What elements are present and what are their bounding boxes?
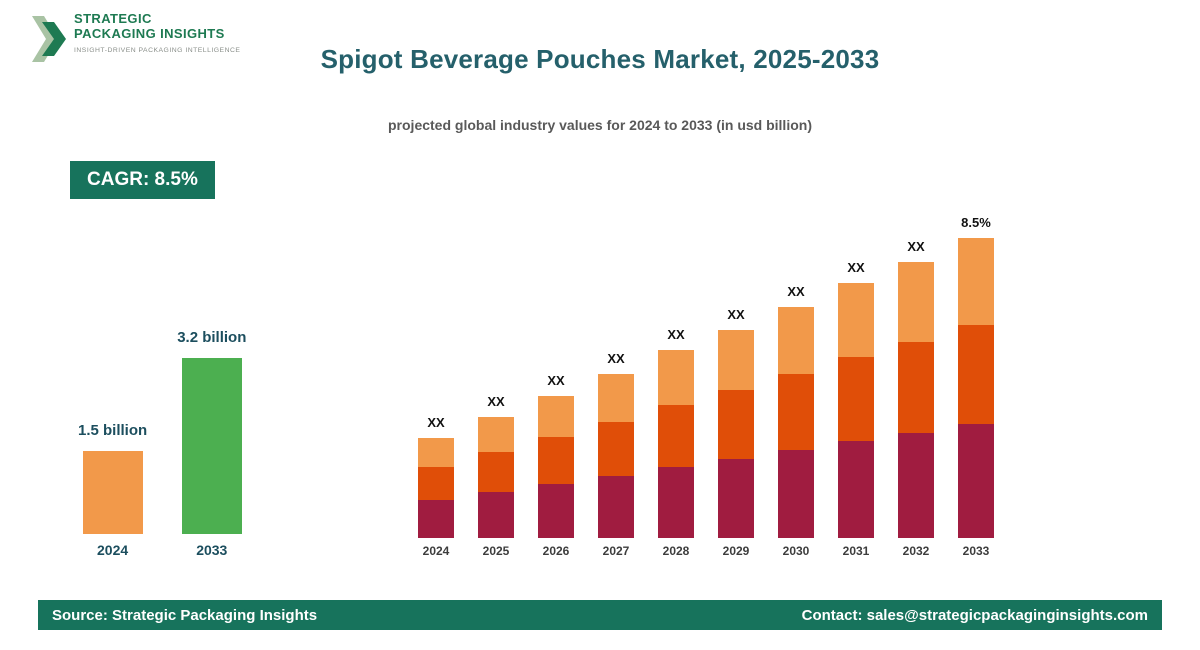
bar-segment-bottom (598, 476, 634, 538)
bar-year-label: 2025 (482, 544, 510, 558)
bar-segment-top (418, 438, 454, 467)
bar-value-label: XX (787, 284, 805, 299)
summary-bar-2024 (82, 451, 143, 534)
bar-value-label: XX (727, 307, 745, 322)
bar-year-label: 2032 (902, 544, 930, 558)
bar-segment-top (838, 283, 874, 357)
summary-value-label: 3.2 billion (177, 329, 247, 346)
bar-stack-2029 (718, 330, 754, 538)
footer-bar: Source: Strategic Packaging Insights Con… (38, 600, 1162, 630)
summary-year-label: 2033 (196, 542, 228, 558)
bar-segment-top (718, 330, 754, 390)
bar-segment-bottom (778, 450, 814, 538)
bar-value-label: XX (907, 239, 925, 254)
bar-segment-middle (718, 390, 754, 459)
bar-year-label: 2028 (662, 544, 690, 558)
bar-segment-middle (418, 467, 454, 500)
bar-segment-middle (658, 405, 694, 467)
bar-value-label: XX (547, 373, 565, 388)
page-title: Spigot Beverage Pouches Market, 2025-203… (320, 44, 880, 74)
bar-segment-top (958, 238, 994, 325)
bar-stack-2031 (838, 283, 874, 538)
logo-tagline: INSIGHT-DRIVEN PACKAGING INTELLIGENCE (74, 46, 241, 54)
bar-value-label: XX (487, 394, 505, 409)
summary-bar-group-2033: 3.2 billion 2033 (177, 329, 246, 560)
bar-year-label: 2033 (962, 544, 990, 558)
bar-value-label: XX (847, 260, 865, 275)
summary-year-label: 2024 (97, 542, 129, 558)
bar-segment-top (538, 396, 574, 437)
bar-segment-top (778, 307, 814, 374)
cagr-badge: CAGR: 8.5% (70, 161, 215, 199)
bar-stack-2028 (658, 350, 694, 538)
bar-group-2027: XX 2027 (598, 351, 634, 560)
bar-segment-middle (778, 374, 814, 450)
bar-segment-bottom (898, 433, 934, 538)
footer-source: Source: Strategic Packaging Insights (52, 606, 318, 624)
logo-line-2: PACKAGING INSIGHTS (74, 25, 225, 41)
bar-year-label: 2026 (542, 544, 570, 558)
bar-segment-bottom (538, 484, 574, 538)
summary-bar-group-2024: 1.5 billion 2024 (78, 422, 147, 560)
bar-group-2031: XX 2031 (838, 260, 874, 560)
bar-year-label: 2024 (422, 544, 450, 558)
bar-group-2032: XX 2032 (898, 239, 934, 560)
bar-segment-top (898, 262, 934, 342)
bar-segment-middle (958, 325, 994, 424)
bar-segment-bottom (418, 500, 454, 538)
bar-group-2025: XX 2025 (478, 394, 514, 560)
bar-year-label: 2027 (602, 544, 630, 558)
bar-stack-2032 (898, 262, 934, 538)
bar-stack-2027 (598, 374, 634, 538)
bar-segment-middle (898, 342, 934, 433)
bar-value-label: XX (427, 415, 445, 430)
yearly-projection-chart: XX 2024 XX 2025 XX 2026 XX 2027 XX 2028 XX 2029 XX 20… (418, 215, 994, 560)
bar-group-2033: 8.5% 2033 (958, 215, 994, 560)
bar-stack-2024 (418, 438, 454, 538)
bar-segment-middle (538, 437, 574, 484)
bar-segment-top (598, 374, 634, 422)
logo-line-1: STRATEGIC (74, 11, 152, 26)
bar-year-label: 2031 (842, 544, 870, 558)
bar-value-label: XX (607, 351, 625, 366)
bar-group-2026: XX 2026 (538, 373, 574, 560)
bar-segment-bottom (718, 459, 754, 538)
bar-value-label: 8.5% (961, 215, 991, 230)
growth-summary-chart: 1.5 billion 2024 3.2 billion 2033 (78, 329, 246, 560)
bar-segment-top (658, 350, 694, 405)
page-subtitle: projected global industry values for 202… (388, 117, 812, 133)
bar-group-2029: XX 2029 (718, 307, 754, 560)
bar-segment-top (478, 417, 514, 452)
bar-segment-bottom (478, 492, 514, 538)
bar-year-label: 2029 (722, 544, 750, 558)
footer-contact: Contact: sales@strategicpackaginginsight… (801, 606, 1148, 624)
bar-segment-middle (838, 357, 874, 441)
bar-segment-bottom (958, 424, 994, 538)
bar-stack-2025 (478, 417, 514, 538)
bar-segment-bottom (838, 441, 874, 538)
bar-group-2030: XX 2030 (778, 284, 814, 560)
bar-stack-2030 (778, 307, 814, 538)
bar-year-label: 2030 (782, 544, 810, 558)
summary-value-label: 1.5 billion (78, 422, 148, 439)
bar-value-label: XX (667, 327, 685, 342)
bar-segment-middle (598, 422, 634, 476)
bar-stack-2033 (958, 238, 994, 538)
bar-group-2024: XX 2024 (418, 415, 454, 560)
bar-stack-2026 (538, 396, 574, 538)
bar-segment-middle (478, 452, 514, 492)
bar-group-2028: XX 2028 (658, 327, 694, 560)
logo: STRATEGIC PACKAGING INSIGHTS INSIGHT-DRI… (32, 11, 241, 71)
summary-bar-2033 (181, 358, 242, 534)
logo-chevron-icon (32, 12, 66, 71)
bar-segment-bottom (658, 467, 694, 538)
